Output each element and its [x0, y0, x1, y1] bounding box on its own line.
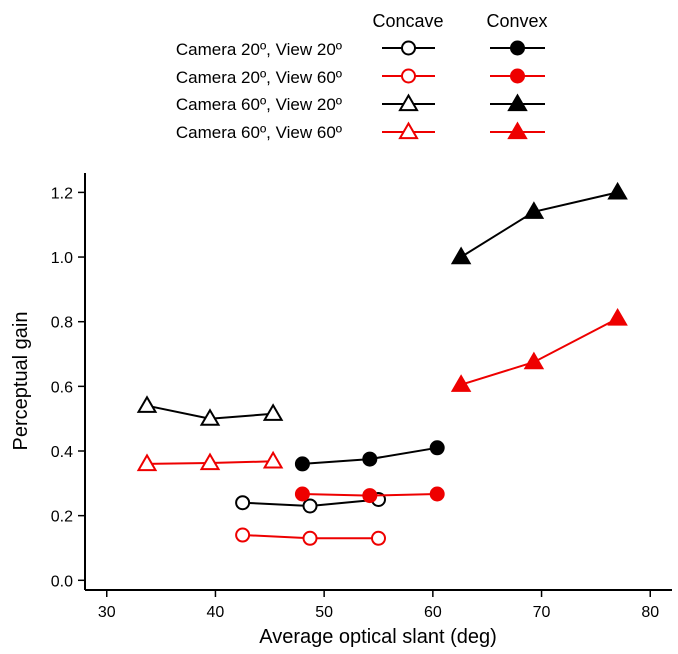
y-tick-label: 1.0	[51, 250, 73, 267]
legend-swatch-marker	[510, 68, 525, 84]
data-point	[235, 495, 251, 511]
legend: Concave Convex Camera 20º, View 20º Came…	[176, 11, 548, 142]
data-point	[199, 408, 221, 426]
x-tick-label: 50	[315, 604, 333, 621]
legend-label: Camera 60º, View 20º	[176, 95, 342, 114]
legend-swatch-marker	[398, 121, 419, 140]
data-point	[523, 201, 545, 219]
legend-header-concave: Concave	[372, 11, 443, 31]
y-ticks: 0.0 0.2 0.4 0.6 0.8 1.0 1.2	[51, 185, 85, 590]
data-point	[523, 351, 545, 370]
x-tick-label: 80	[641, 604, 659, 621]
x-tick-label: 30	[98, 604, 116, 621]
plot-area	[136, 181, 628, 546]
data-point	[362, 488, 378, 504]
x-tick-label: 70	[533, 604, 551, 621]
data-point	[136, 453, 158, 472]
y-axis-title: Perceptual gain	[10, 312, 32, 451]
data-point	[136, 395, 158, 413]
data-point	[235, 527, 251, 543]
y-tick-label: 0.0	[51, 573, 73, 590]
x-tick-label: 60	[424, 604, 442, 621]
data-point	[262, 403, 284, 421]
data-point	[362, 451, 378, 467]
data-point	[450, 246, 472, 265]
data-point	[302, 498, 318, 514]
legend-swatches	[382, 40, 545, 140]
y-tick-label: 0.6	[51, 379, 73, 396]
data-point	[607, 181, 628, 200]
x-ticks: 30 40 50 60 70 80	[98, 590, 659, 621]
legend-swatch-marker	[398, 93, 419, 112]
data-point	[294, 456, 310, 472]
series-1	[235, 527, 386, 546]
data-point	[302, 530, 318, 546]
series-7	[450, 308, 628, 392]
data-point	[371, 530, 386, 546]
y-tick-label: 1.2	[51, 185, 73, 202]
x-axis-title: Average optical slant (deg)	[259, 626, 497, 648]
series-2	[136, 395, 284, 426]
y-tick-label: 0.2	[51, 509, 73, 526]
legend-swatch-marker	[510, 40, 525, 56]
data-point	[429, 486, 445, 502]
series-5	[294, 486, 445, 504]
y-tick-label: 0.4	[51, 444, 73, 461]
data-point	[294, 486, 310, 502]
data-point	[262, 450, 284, 469]
data-point	[199, 452, 221, 471]
legend-swatch-marker	[507, 121, 528, 140]
series-line	[460, 191, 618, 258]
legend-header-convex: Convex	[486, 11, 547, 31]
legend-label: Camera 60º, View 60º	[176, 123, 342, 142]
data-point	[607, 308, 628, 326]
series-6	[450, 181, 628, 265]
y-tick-label: 0.8	[51, 315, 73, 332]
legend-swatch-marker	[401, 68, 416, 84]
series-3	[136, 450, 284, 472]
series-4	[294, 440, 445, 472]
legend-swatch-marker	[507, 93, 528, 112]
axes: 30 40 50 60 70 80 0.0 0.2 0.4 0.6 0.8 1.0 1.2 Avera…	[10, 173, 672, 648]
data-point	[429, 440, 445, 456]
legend-label: Camera 20º, View 60º	[176, 68, 342, 87]
series-line	[460, 317, 619, 386]
legend-label: Camera 20º, View 20º	[176, 40, 342, 59]
legend-swatch-marker	[401, 40, 416, 56]
x-tick-label: 40	[207, 604, 225, 621]
data-point	[450, 374, 472, 392]
